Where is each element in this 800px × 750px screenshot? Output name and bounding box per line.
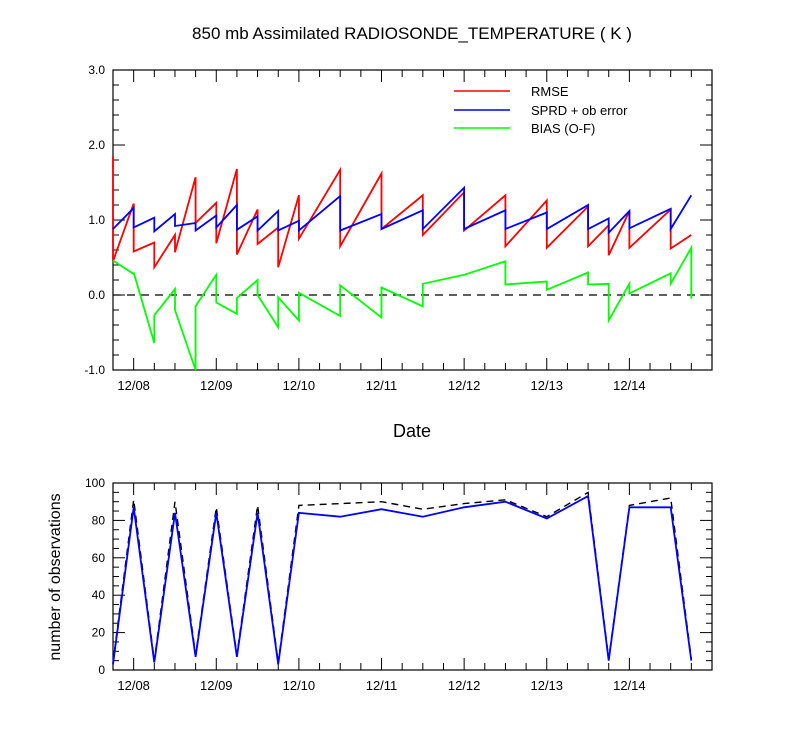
x-tick-label: 12/12 bbox=[448, 678, 481, 693]
chart-title: 850 mb Assimilated RADIOSONDE_TEMPERATUR… bbox=[192, 24, 632, 43]
bottom-series bbox=[112, 491, 693, 665]
top-plot: -1.00.01.02.03.0 12/08 12/09 12/10 12/11 12/… bbox=[84, 63, 713, 393]
bottom-plot-frame bbox=[112, 482, 713, 671]
x-tick-label: 12/13 bbox=[530, 378, 563, 393]
bottom-y-axis-label: number of observations bbox=[47, 493, 64, 660]
y-tick-label: 1.0 bbox=[88, 213, 105, 227]
x-tick-label: 12/14 bbox=[613, 678, 646, 693]
y-tick-label: -1.0 bbox=[84, 363, 105, 377]
y-tick-label: 60 bbox=[92, 551, 106, 565]
series-line-sprd bbox=[112, 185, 693, 236]
y-tick-label: 3.0 bbox=[88, 63, 105, 77]
legend-label-sprd: SPRD + ob error bbox=[531, 103, 628, 118]
x-tick-label: 12/11 bbox=[366, 678, 398, 693]
top-ticks bbox=[112, 69, 713, 371]
bottom-ticks bbox=[112, 482, 713, 671]
series-line-bias bbox=[112, 244, 693, 371]
y-tick-label: 40 bbox=[92, 588, 106, 602]
bottom-x-tick-labels: 12/08 12/09 12/10 12/11 12/12 12/13 12/14 bbox=[117, 678, 645, 693]
series-line-obs-possible bbox=[112, 491, 692, 663]
x-tick-label: 12/10 bbox=[283, 378, 316, 393]
x-tick-label: 12/08 bbox=[117, 678, 150, 693]
y-tick-label: 2.0 bbox=[88, 138, 105, 152]
legend-label-bias: BIAS (O-F) bbox=[531, 121, 595, 136]
x-tick-label: 12/14 bbox=[613, 378, 646, 393]
y-tick-label: 80 bbox=[92, 513, 106, 527]
top-x-tick-labels: 12/08 12/09 12/10 12/11 12/12 12/13 12/14 bbox=[117, 378, 645, 393]
bottom-y-tick-labels: 0 20 40 60 80 100 bbox=[85, 476, 105, 677]
legend-label-rmse: RMSE bbox=[531, 84, 569, 99]
y-tick-label: 0.0 bbox=[88, 288, 105, 302]
x-tick-label: 12/12 bbox=[448, 378, 481, 393]
x-axis-label: Date bbox=[393, 421, 431, 441]
series-line-obs-used bbox=[112, 494, 693, 665]
x-tick-label: 12/09 bbox=[200, 378, 233, 393]
top-series bbox=[112, 156, 693, 371]
y-tick-label: 100 bbox=[85, 476, 105, 490]
top-y-tick-labels: -1.0 0.0 1.0 2.0 3.0 bbox=[84, 63, 105, 377]
x-tick-label: 12/13 bbox=[530, 678, 563, 693]
x-tick-label: 12/09 bbox=[200, 678, 233, 693]
x-tick-label: 12/08 bbox=[117, 378, 150, 393]
y-tick-label: 20 bbox=[92, 626, 106, 640]
series-line-rmse bbox=[112, 156, 692, 271]
x-tick-label: 12/11 bbox=[366, 378, 398, 393]
x-tick-label: 12/10 bbox=[283, 678, 316, 693]
legend: RMSE SPRD + ob error BIAS (O-F) bbox=[454, 84, 628, 136]
y-tick-label: 0 bbox=[98, 663, 105, 677]
